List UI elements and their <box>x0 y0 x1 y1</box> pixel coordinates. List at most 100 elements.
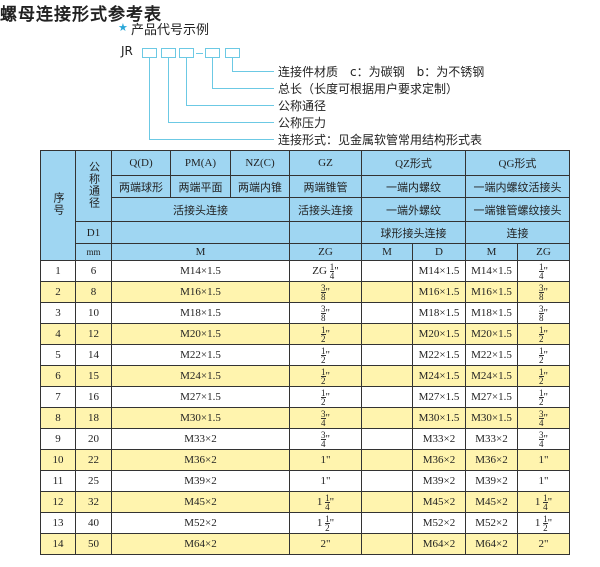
table-cell: M30×1.5 <box>412 407 466 429</box>
header-cell: ZG <box>289 243 362 261</box>
header-cell: 活接头连接 <box>111 197 290 222</box>
table-cell: M45×2 <box>465 491 518 513</box>
table-cell: M14×1.5 <box>111 260 290 282</box>
table-cell: 1 2 " <box>289 365 362 387</box>
table-cell: 50 <box>75 533 112 555</box>
table-cell: 1 2 " <box>289 323 362 345</box>
table-cell: 7 <box>40 386 76 408</box>
leader-line <box>186 105 274 106</box>
table-cell: 1 2 " <box>289 344 362 366</box>
code-box <box>205 48 220 58</box>
header-cell: 两端平面 <box>170 175 231 198</box>
table-cell: 10 <box>75 302 112 324</box>
table-cell: 1 1 4 " <box>289 491 362 513</box>
header-cell: NZ(C) <box>230 150 290 176</box>
header-d1: D1 <box>75 221 112 244</box>
table-cell: 12 <box>75 323 112 345</box>
table-cell: 3 8 " <box>289 281 362 303</box>
table-cell: 22 <box>75 449 112 471</box>
header-seq: 序号 <box>40 150 76 261</box>
table-cell <box>361 491 413 513</box>
table-cell: 3 4 " <box>289 428 362 450</box>
table-cell: 2" <box>289 533 362 555</box>
code-label: 连接件材质 c：为碳钢 b：为不锈钢 <box>278 65 485 79</box>
table-cell <box>361 260 413 282</box>
table-cell: M24×1.5 <box>465 365 518 387</box>
table-cell: 3 4 " <box>517 407 570 429</box>
table-cell <box>361 533 413 555</box>
table-cell: M22×1.5 <box>111 344 290 366</box>
code-label: 总长（长度可根据用户要求定制） <box>278 82 459 96</box>
table-cell: 20 <box>75 428 112 450</box>
table-cell: 4 <box>40 323 76 345</box>
header-cell <box>289 221 362 244</box>
code-label: 连接形式：见金属软管常用结构形式表 <box>278 133 483 147</box>
table-cell <box>361 344 413 366</box>
header-cell: 活接头连接 <box>289 197 362 222</box>
leader-line <box>232 58 233 71</box>
table-cell: 12 <box>40 491 76 513</box>
leader-line <box>168 58 169 122</box>
table-cell: 8 <box>75 281 112 303</box>
table-cell <box>361 512 413 534</box>
nut-connection-table: 序号 公称通径 Q(D) PM(A) NZ(C) GZ QZ形式 QG形式 两端… <box>40 150 570 555</box>
header-cell: QG形式 <box>465 150 570 176</box>
table-cell: 5 <box>40 344 76 366</box>
table-cell: M27×1.5 <box>412 386 466 408</box>
table-cell: M27×1.5 <box>111 386 290 408</box>
table-cell: 9 <box>40 428 76 450</box>
header-mm: mm <box>75 243 112 261</box>
header-cell: 连接 <box>465 221 570 244</box>
table-cell <box>361 407 413 429</box>
table-cell: M36×2 <box>412 449 466 471</box>
table-cell: 1 2 " <box>517 365 570 387</box>
header-cell: 一端锥管螺纹接头 <box>465 197 570 222</box>
table-cell: 2 <box>40 281 76 303</box>
table-cell: 3 8 " <box>517 281 570 303</box>
star-icon: ★ <box>118 21 128 34</box>
table-cell: 16 <box>75 386 112 408</box>
leader-line <box>168 122 274 123</box>
table-cell: 3 4 " <box>517 428 570 450</box>
header-cell: QZ形式 <box>361 150 466 176</box>
example-heading: 产品代号示例 <box>131 23 210 38</box>
table-cell: 8 <box>40 407 76 429</box>
table-cell: M33×2 <box>412 428 466 450</box>
table-cell: M20×1.5 <box>412 323 466 345</box>
dash <box>196 53 203 54</box>
table-cell: 6 <box>75 260 112 282</box>
leader-line <box>232 71 274 72</box>
table-cell: M30×1.5 <box>111 407 290 429</box>
table-cell <box>361 449 413 471</box>
table-cell <box>361 470 413 492</box>
table-cell: M39×2 <box>412 470 466 492</box>
table-cell: 25 <box>75 470 112 492</box>
table-row: 4 12 M20×1.5 1 2 " M20×1.5 M20×1.5 1 2 " <box>40 323 570 345</box>
header-cell: 一端外螺纹 <box>361 197 466 222</box>
table-cell: M16×1.5 <box>412 281 466 303</box>
table-cell: M27×1.5 <box>465 386 518 408</box>
code-box <box>179 48 194 58</box>
table-cell <box>361 365 413 387</box>
table-cell: 1 2 " <box>517 386 570 408</box>
table-cell: 1 2 " <box>517 344 570 366</box>
table-cell: 1 2 " <box>517 323 570 345</box>
header-cell: 两端内锥 <box>230 175 290 198</box>
table-cell: M36×2 <box>465 449 518 471</box>
table-cell: 1 2 " <box>289 386 362 408</box>
table-cell <box>361 323 413 345</box>
table-cell: 15 <box>75 365 112 387</box>
table-cell: M45×2 <box>412 491 466 513</box>
code-label: 公称通径 <box>278 99 327 113</box>
